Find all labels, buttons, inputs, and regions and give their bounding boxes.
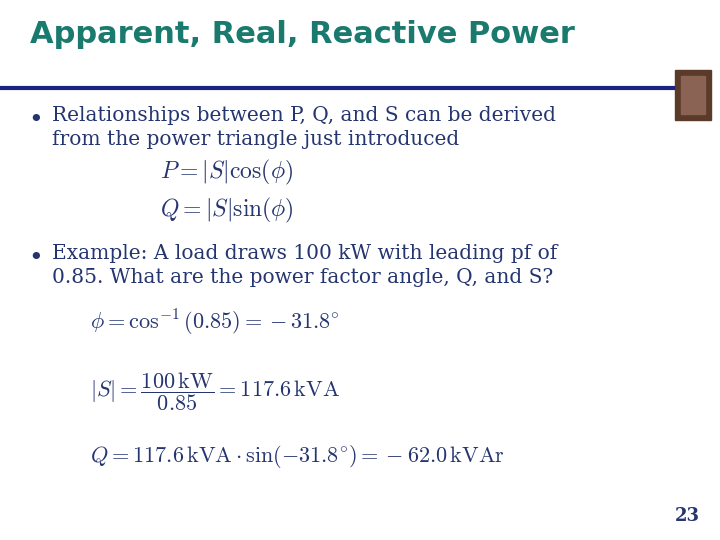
Text: Relationships between P, Q, and S can be derived: Relationships between P, Q, and S can be… — [52, 106, 556, 125]
Text: •: • — [28, 108, 42, 132]
Text: •: • — [28, 246, 42, 270]
Text: Example: A load draws 100 kW with leading pf of: Example: A load draws 100 kW with leadin… — [52, 244, 557, 263]
Text: $Q{=}117.6\,\mathrm{kVA}\cdot\sin(-31.8^{\circ}) = -62.0\,\mathrm{kVAr}$: $Q{=}117.6\,\mathrm{kVA}\cdot\sin(-31.8^… — [90, 443, 505, 470]
Text: $\phi = \cos^{-1}(0.85) = -31.8^{\circ}$: $\phi = \cos^{-1}(0.85) = -31.8^{\circ}$ — [90, 308, 340, 338]
Text: $|S| = \dfrac{100\,\mathrm{kW}}{0.85} = 117.6\,\mathrm{kVA}$: $|S| = \dfrac{100\,\mathrm{kW}}{0.85} = … — [90, 370, 340, 413]
Text: $Q = |S|\sin(\phi)$: $Q = |S|\sin(\phi)$ — [160, 196, 294, 225]
Text: $P = |S|\cos(\phi)$: $P = |S|\cos(\phi)$ — [160, 158, 293, 187]
Text: 0.85. What are the power factor angle, Q, and S?: 0.85. What are the power factor angle, Q… — [52, 268, 553, 287]
Text: from the power triangle just introduced: from the power triangle just introduced — [52, 130, 459, 149]
Bar — [681, 76, 705, 114]
Bar — [675, 70, 711, 120]
Text: Apparent, Real, Reactive Power: Apparent, Real, Reactive Power — [30, 20, 575, 49]
Text: 23: 23 — [675, 507, 700, 525]
